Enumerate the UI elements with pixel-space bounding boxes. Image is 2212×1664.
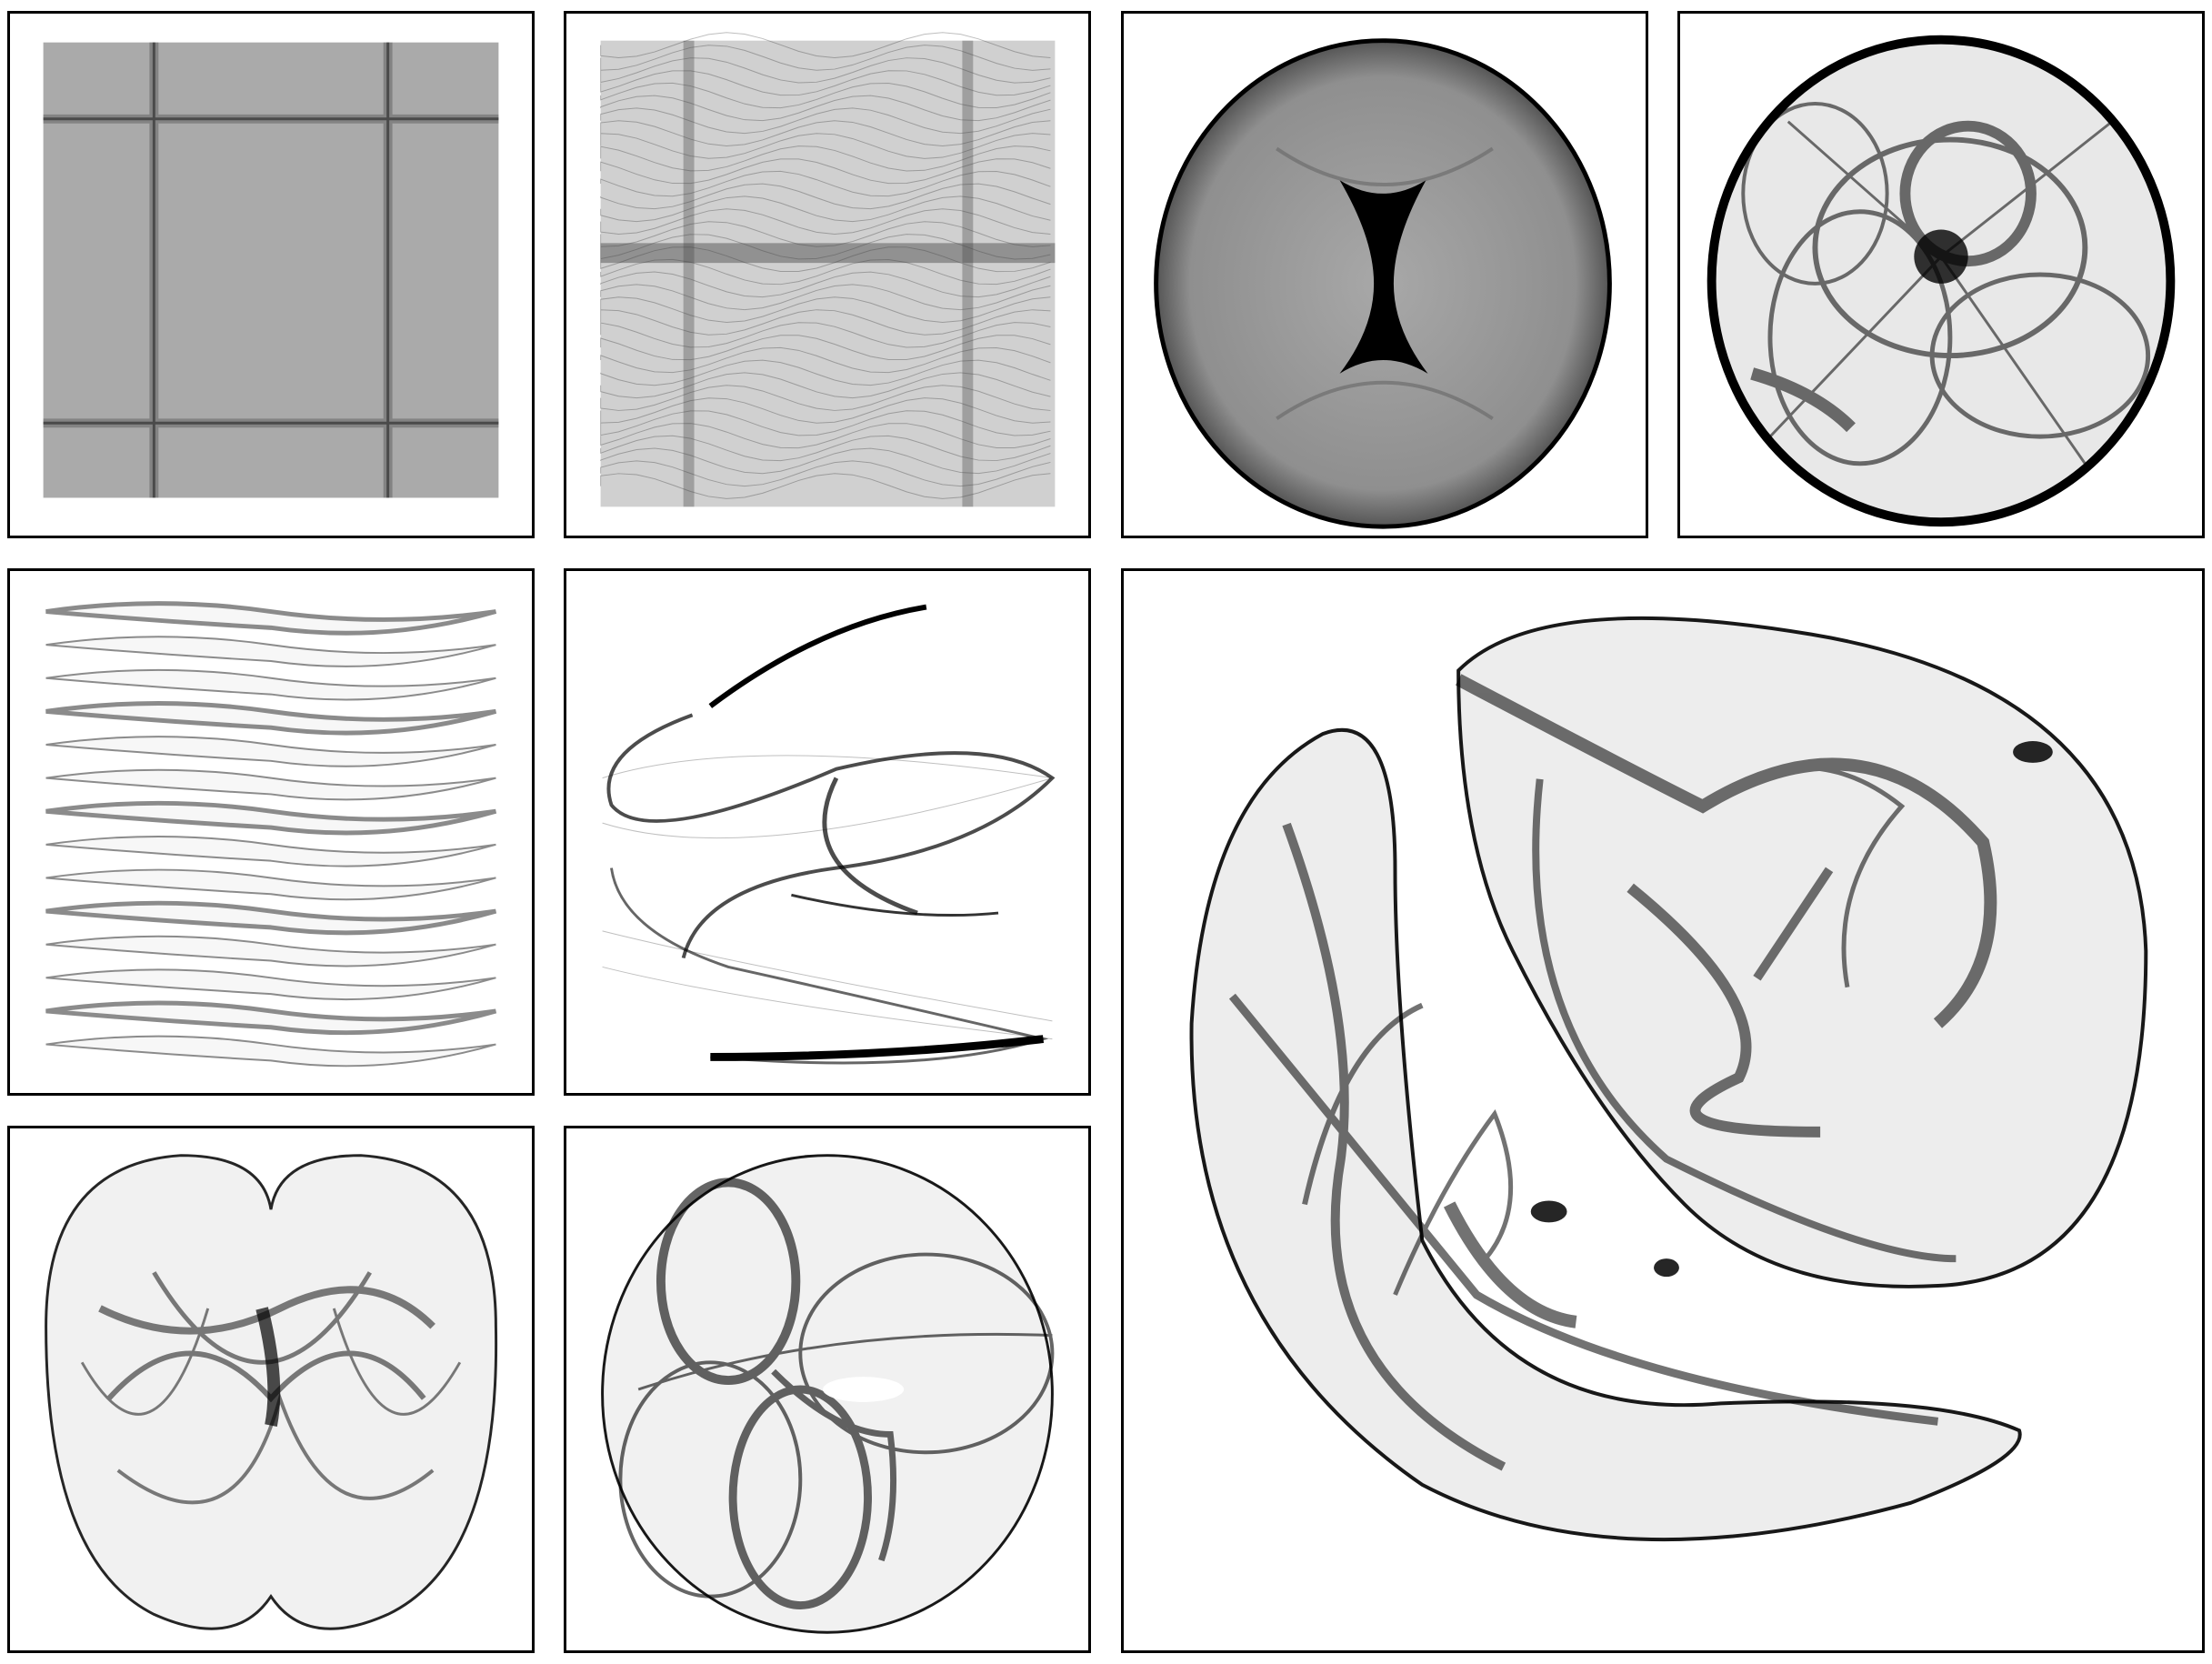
- vertical-wave-attractor: [600, 32, 1056, 507]
- wave-strand: [600, 258, 1051, 286]
- ribbon-band: [45, 800, 497, 836]
- attractor-panel-disc-petal: [1677, 11, 2205, 538]
- wave-strand: [600, 296, 1051, 323]
- attractor-panel-torus-knot: [564, 1126, 1091, 1653]
- wave-strand: [600, 284, 1051, 311]
- stacked-ribbon-attractor: [45, 601, 497, 1068]
- wave-strand: [600, 435, 1051, 462]
- ribbon-band: [45, 668, 496, 701]
- ribbon-band: [45, 736, 496, 767]
- wave-strand: [600, 208, 1051, 235]
- disc-petal-attractor: [1707, 35, 2176, 527]
- ribbon-band: [45, 835, 496, 867]
- wave-strand: [600, 170, 1051, 197]
- wave-strand: [600, 234, 1051, 260]
- wave-strand: [600, 246, 1051, 273]
- ribbon-band: [45, 636, 496, 667]
- attractor-panel-crescent-ribbon: [1121, 568, 2205, 1653]
- ribbon-band: [45, 968, 496, 1001]
- wave-strand: [600, 32, 1051, 58]
- wave-strand: [600, 158, 1051, 185]
- wave-strand: [600, 359, 1051, 386]
- wave-strand: [600, 410, 1051, 436]
- wave-strand: [600, 70, 1051, 96]
- attractor-panel-square-grid: [7, 11, 535, 538]
- attractor-panel-twin-lobe: [7, 1126, 535, 1653]
- wave-strand: [600, 57, 1051, 84]
- torus-knot-attractor: [601, 1154, 1055, 1634]
- s-spiral-attractor: [602, 604, 1056, 1065]
- ribbon-band: [45, 701, 497, 736]
- attractor-panel-vertical-wave: [564, 11, 1091, 538]
- wave-strand: [600, 460, 1051, 487]
- wave-strand: [600, 346, 1051, 374]
- ribbon-band: [45, 768, 496, 801]
- attractor-panel-disc-hourglass: [1121, 11, 1648, 538]
- wave-strand: [600, 45, 1051, 71]
- wave-strand: [600, 335, 1051, 361]
- wave-strand: [600, 372, 1051, 399]
- wave-strand: [600, 133, 1051, 159]
- wave-strand: [600, 120, 1051, 146]
- wave-strand: [600, 95, 1051, 122]
- wave-strand: [600, 145, 1051, 172]
- ribbon-band: [45, 1000, 497, 1036]
- twin-lobe-attractor: [45, 1154, 498, 1630]
- wave-strand: [600, 309, 1051, 336]
- square-grid-attractor: [43, 42, 499, 498]
- ribbon-band: [45, 935, 496, 967]
- ribbon-band: [45, 900, 497, 936]
- wave-strand: [600, 385, 1051, 411]
- wave-strand: [600, 271, 1051, 298]
- wave-strand: [600, 447, 1051, 475]
- ribbon-band: [45, 868, 496, 901]
- attractor-panel-stacked-ribbon: [7, 568, 535, 1096]
- ribbon-band: [45, 601, 497, 636]
- wave-strand: [600, 107, 1051, 135]
- wave-strand: [600, 195, 1051, 223]
- attractor-panel-s-spiral: [564, 568, 1091, 1096]
- crescent-ribbon-attractor: [1189, 616, 2148, 1542]
- wave-strand: [600, 82, 1051, 109]
- wave-strand: [600, 423, 1051, 449]
- wave-strand: [600, 221, 1051, 247]
- wave-strand: [600, 183, 1051, 210]
- wave-strand: [600, 322, 1051, 348]
- ribbon-band: [45, 1035, 496, 1068]
- wave-strand: [600, 473, 1051, 499]
- wave-strand: [600, 397, 1051, 424]
- disc-hourglass-attractor: [1154, 38, 1612, 529]
